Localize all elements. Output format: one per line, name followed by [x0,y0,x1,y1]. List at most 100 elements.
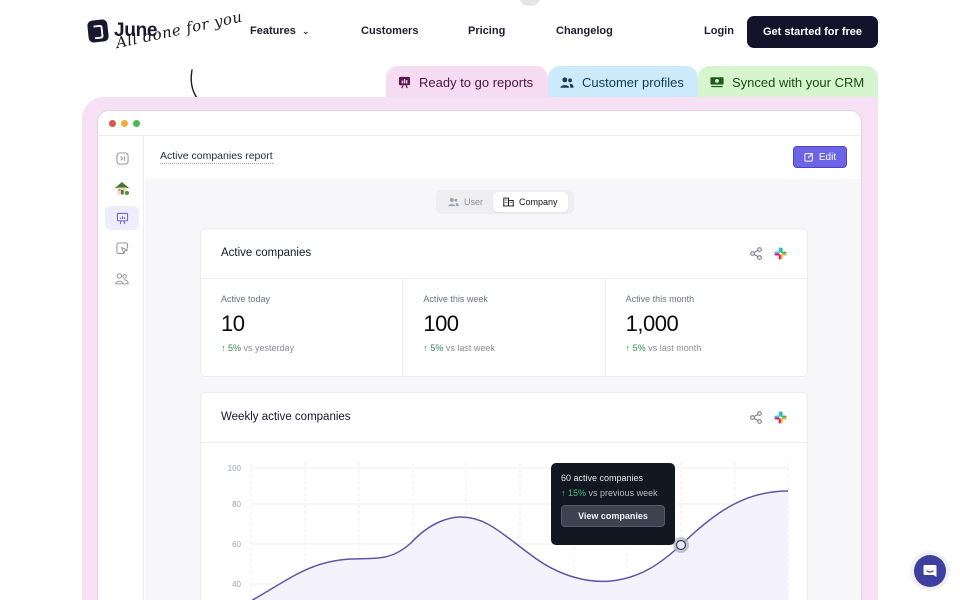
nav-customers[interactable]: Customers [361,25,419,37]
delta-text: vs last month [648,343,702,353]
card-header: Active companies [201,229,807,279]
feature-tab-crm-label: Synced with your CRM [732,74,865,90]
presentation-chart-icon [116,212,128,224]
edit-icon [804,152,814,162]
y-tick-40: 40 [232,580,241,589]
tagline-handwritten: All done for you [114,7,245,52]
get-started-button[interactable]: Get started for free [747,16,878,48]
slack-icon[interactable] [774,411,787,424]
money-icon [710,77,724,88]
report-title[interactable]: Active companies report [160,150,273,164]
toggle-company-label: Company [519,197,558,207]
decorative-shape [520,0,540,6]
delta-text: vs last week [445,343,495,353]
top-nav: June All done for you Features ⌄ Customer… [0,0,960,64]
metric-value: 10 [221,311,245,336]
tooltip-delta: ↑ 15% vs previous week [561,488,665,498]
card-title: Weekly active companies [221,411,351,423]
tooltip-delta-text: vs previous week [588,488,658,498]
window-titlebar [98,111,861,136]
user-company-toggle: User Company [436,190,574,214]
metric-label: Active this month [625,294,695,304]
chart-area-fill [252,491,788,600]
weekly-chart: 100 80 60 40 [201,443,807,600]
june-logo-icon [86,19,110,43]
toggle-user[interactable]: User [438,192,493,212]
nav-features-label: Features [250,25,296,37]
area-chart: 100 80 60 40 [228,463,789,600]
main-content: Active companies report Edit User [145,136,861,600]
presentation-chart-icon [398,76,411,88]
metric-today: Active today 10 ↑ 5% vs yesterday [201,279,404,376]
card-title: Active companies [221,247,312,259]
sidebar-item-feedback[interactable] [105,236,139,260]
close-window-dot[interactable] [109,120,116,127]
app-window: Active companies report Edit User [97,110,862,600]
delta-percent: 5% [228,343,242,353]
arrow-up-icon: ↑ [221,343,226,353]
metric-delta: ↑ 5% vs last week [423,343,584,353]
nav-pricing[interactable]: Pricing [468,25,506,37]
view-companies-button[interactable]: View companies [561,505,665,527]
feature-tab-reports-label: Ready to go reports [419,74,534,90]
minimize-window-dot[interactable] [121,120,128,127]
users-icon [560,76,574,88]
metric-label: Active this week [423,294,488,304]
card-header: Weekly active companies [201,393,807,443]
metric-week: Active this week 100 ↑ 5% vs last week [403,279,606,376]
delta-percent: 5% [430,343,444,353]
maximize-window-dot[interactable] [133,120,140,127]
active-companies-card: Active companies [200,228,808,377]
app-sidebar [98,136,144,600]
sidebar-item-people[interactable] [105,266,139,290]
sidebar-expand-icon [115,151,129,165]
metric-delta: ↑ 5% vs yesterday [221,343,382,353]
chat-widget-button[interactable] [914,555,946,587]
chat-icon [923,565,937,577]
feature-tab-profiles[interactable]: Customer profiles [548,66,698,98]
arrow-up-icon: ↑ [625,343,631,353]
toggle-company[interactable]: Company [493,192,568,212]
users-icon [448,198,459,207]
y-tick-100: 100 [228,464,242,473]
logo-text: June [114,20,158,41]
tooltip-title: 60 active companies [561,473,644,483]
nav-changelog[interactable]: Changelog [556,25,613,37]
y-tick-80: 80 [232,500,241,509]
nav-features[interactable]: Features ⌄ [250,25,309,37]
feature-tab-reports[interactable]: Ready to go reports [386,66,548,98]
sidebar-item-expand[interactable] [105,146,139,170]
login-link[interactable]: Login [704,25,734,37]
delta-percent: 5% [632,343,646,353]
feature-tab-crm[interactable]: Synced with your CRM [698,66,878,98]
y-tick-60: 60 [232,540,241,549]
edit-button[interactable]: Edit [793,146,847,168]
slack-icon[interactable] [774,247,787,260]
building-icon [503,197,515,207]
chevron-down-icon: ⌄ [301,26,310,36]
delta-text: vs yesterday [243,343,295,353]
metric-value: 1,000 [625,311,679,336]
edit-button-label: Edit [818,151,837,163]
logo[interactable]: June [86,19,158,43]
highlight-point [675,539,687,551]
weekly-active-card: Weekly active companies [200,392,808,600]
metric-delta: ↑ 5% vs last month [626,343,787,353]
metric-value: 100 [423,311,459,336]
house-icon [115,182,129,195]
feature-tab-profiles-label: Customer profiles [582,74,684,90]
tooltip-delta-percent: 15% [568,488,587,498]
users-icon [115,272,129,284]
metrics-row: Active today 10 ↑ 5% vs yesterday Active… [201,279,807,376]
toggle-user-label: User [464,197,484,207]
share-icon[interactable] [750,247,762,260]
metric-month: Active this month 1,000 ↑ 5% vs last mon… [606,279,807,376]
metric-label: Active today [221,294,271,304]
arrow-up-icon: ↑ [561,488,566,498]
chart-tooltip: 60 active companies ↑ 15% vs previous we… [551,463,675,545]
share-icon[interactable] [750,411,762,424]
sidebar-item-reports[interactable] [105,206,139,230]
sidebar-item-home[interactable] [105,176,139,200]
cursor-click-icon [115,241,128,254]
